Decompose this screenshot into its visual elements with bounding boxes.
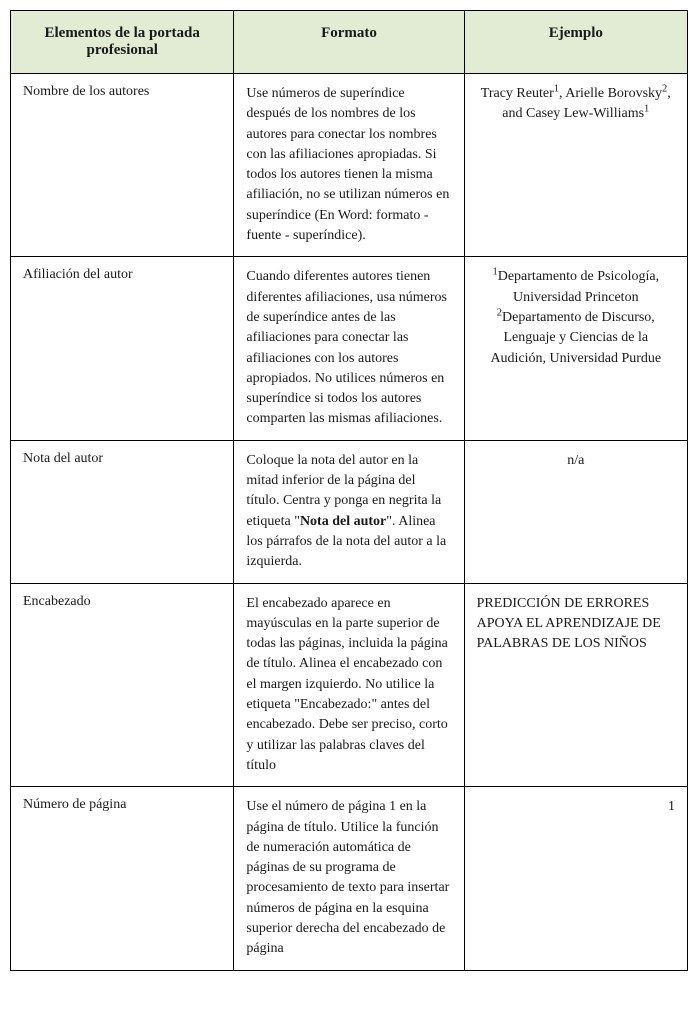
cell-format: Coloque la nota del autor en la mitad in…	[234, 440, 464, 583]
cell-format: El encabezado aparece en mayúsculas en l…	[234, 583, 464, 787]
cell-example: Tracy Reuter1, Arielle Borovsky2, and Ca…	[464, 74, 687, 257]
cell-format: Cuando diferentes autores tienen diferen…	[234, 257, 464, 440]
table-row: Afiliación del autor Cuando diferentes a…	[11, 257, 688, 440]
table-body: Nombre de los autores Use números de sup…	[11, 74, 688, 971]
cell-element: Número de página	[11, 787, 234, 970]
cell-example: PREDICCIÓN DE ERRORES APOYA EL APRENDIZA…	[464, 583, 687, 787]
col-header-ejemplo: Ejemplo	[464, 11, 687, 74]
table-header-row: Elementos de la portada profesional Form…	[11, 11, 688, 74]
cell-example: n/a	[464, 440, 687, 583]
col-header-formato: Formato	[234, 11, 464, 74]
cell-format: Use números de superíndice después de lo…	[234, 74, 464, 257]
col-header-elementos: Elementos de la portada profesional	[11, 11, 234, 74]
cell-example: 1	[464, 787, 687, 970]
table-row: Número de página Use el número de página…	[11, 787, 688, 970]
cell-example: 1Departamento de Psicología, Universidad…	[464, 257, 687, 440]
cell-element: Nombre de los autores	[11, 74, 234, 257]
table-row: Nombre de los autores Use números de sup…	[11, 74, 688, 257]
cell-format: Use el número de página 1 en la página d…	[234, 787, 464, 970]
cell-element: Nota del autor	[11, 440, 234, 583]
apa-elements-table: Elementos de la portada profesional Form…	[10, 10, 688, 971]
table-row: Nota del autor Coloque la nota del autor…	[11, 440, 688, 583]
cell-element: Afiliación del autor	[11, 257, 234, 440]
table-row: Encabezado El encabezado aparece en mayú…	[11, 583, 688, 787]
cell-element: Encabezado	[11, 583, 234, 787]
